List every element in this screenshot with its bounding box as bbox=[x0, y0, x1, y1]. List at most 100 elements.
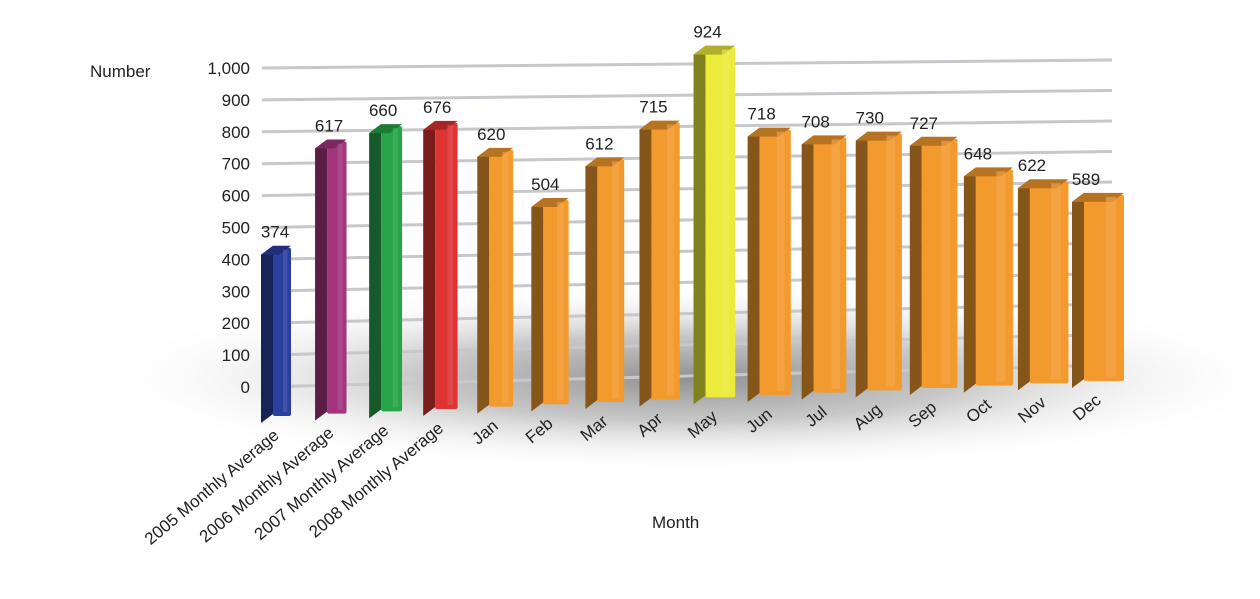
bar-highlight bbox=[831, 139, 840, 389]
data-label: 730 bbox=[856, 109, 884, 128]
bar-top bbox=[369, 124, 403, 134]
data-label: 504 bbox=[531, 175, 559, 194]
data-label: 648 bbox=[964, 144, 992, 163]
bar-front bbox=[327, 141, 347, 414]
bar bbox=[531, 198, 569, 412]
bar-side bbox=[963, 167, 976, 393]
bar-front bbox=[651, 122, 680, 400]
bar-front bbox=[759, 129, 791, 395]
bar-front bbox=[975, 169, 1013, 386]
bar-highlight bbox=[502, 151, 509, 403]
bar bbox=[477, 147, 514, 414]
data-label: 708 bbox=[801, 112, 829, 131]
bar-front bbox=[543, 200, 569, 405]
y-tick-label: 800 bbox=[222, 123, 250, 142]
bar-front bbox=[381, 126, 403, 412]
bar-highlight bbox=[392, 128, 398, 408]
bar-highlight bbox=[996, 171, 1006, 382]
bar-side bbox=[1017, 179, 1030, 391]
bar-front bbox=[1084, 194, 1124, 381]
y-tick-label: 500 bbox=[222, 219, 250, 238]
bar-front bbox=[1029, 181, 1069, 384]
bar-side bbox=[423, 120, 436, 416]
bar-front bbox=[489, 149, 514, 407]
bar-highlight bbox=[667, 124, 675, 396]
bar bbox=[423, 120, 458, 416]
bar bbox=[261, 245, 291, 423]
bar-front bbox=[273, 247, 291, 416]
data-label: 622 bbox=[1018, 156, 1046, 175]
data-labels: 374 617 660 676 620 504 612 715 924 718 708 730 727 6… bbox=[261, 23, 1100, 242]
bar bbox=[693, 45, 736, 405]
bar-highlight bbox=[1051, 183, 1061, 380]
bar-side bbox=[261, 245, 273, 423]
bar-top bbox=[423, 120, 458, 130]
bar bbox=[1072, 192, 1124, 388]
data-label: 715 bbox=[639, 98, 667, 117]
gridline bbox=[261, 150, 1113, 166]
x-axis-title: Month bbox=[652, 513, 699, 532]
bar bbox=[747, 127, 791, 402]
bar bbox=[639, 120, 680, 407]
bar bbox=[855, 131, 902, 398]
bar-highlight bbox=[557, 202, 564, 401]
data-label: 676 bbox=[423, 98, 451, 117]
bar bbox=[369, 124, 403, 419]
gridline bbox=[261, 89, 1113, 102]
bar-front bbox=[435, 122, 458, 409]
y-axis: 0 100 200 300 400 500 600 700 800 900 1,000 bbox=[207, 59, 250, 397]
gridline bbox=[261, 58, 1113, 70]
bar-front bbox=[813, 137, 847, 393]
y-tick-label: 200 bbox=[222, 314, 250, 333]
bar-top bbox=[315, 139, 347, 149]
y-tick-label: 1,000 bbox=[207, 59, 250, 78]
bar-side bbox=[693, 45, 706, 405]
bar-side bbox=[747, 127, 760, 402]
data-label: 589 bbox=[1072, 170, 1100, 189]
data-label: 620 bbox=[477, 125, 505, 144]
bar-highlight bbox=[447, 124, 454, 405]
bar bbox=[801, 135, 847, 400]
data-label: 374 bbox=[261, 223, 289, 242]
bar-front bbox=[921, 138, 958, 388]
bar-front bbox=[867, 133, 902, 391]
y-tick-label: 900 bbox=[222, 91, 250, 110]
y-tick-label: 700 bbox=[222, 155, 250, 174]
data-label: 617 bbox=[315, 117, 343, 136]
y-tick-label: 300 bbox=[222, 282, 250, 301]
bar-highlight bbox=[941, 140, 951, 384]
bar-front bbox=[705, 47, 736, 398]
bar-side bbox=[585, 157, 598, 409]
bar bbox=[909, 136, 958, 395]
data-label: 660 bbox=[369, 101, 397, 120]
bar bbox=[315, 139, 347, 421]
y-axis-title: Number bbox=[90, 62, 151, 81]
y-tick-label: 400 bbox=[222, 250, 250, 269]
bars bbox=[261, 45, 1124, 423]
bar-highlight bbox=[282, 249, 288, 412]
bar-side bbox=[801, 135, 814, 400]
bar-top bbox=[477, 147, 514, 157]
bar bbox=[1017, 179, 1069, 391]
bar bbox=[585, 157, 625, 409]
bar-side bbox=[369, 124, 382, 419]
bar-side bbox=[1072, 192, 1084, 388]
bar-side bbox=[477, 147, 490, 414]
bar-highlight bbox=[721, 49, 730, 394]
y-tick-label: 0 bbox=[241, 378, 250, 397]
data-label: 612 bbox=[585, 134, 613, 153]
gridline bbox=[261, 119, 1113, 134]
bar-side bbox=[639, 120, 652, 407]
data-label: 727 bbox=[910, 114, 938, 133]
bar-highlight bbox=[337, 143, 343, 410]
bar-highlight bbox=[612, 161, 619, 398]
bar-highlight bbox=[776, 131, 785, 391]
bar bbox=[963, 167, 1013, 393]
bar-side bbox=[909, 136, 922, 395]
bar-side bbox=[855, 131, 868, 398]
bar-top bbox=[261, 245, 291, 255]
bar-front bbox=[597, 159, 625, 402]
bar-highlight bbox=[886, 135, 896, 387]
bar-side bbox=[315, 139, 328, 421]
